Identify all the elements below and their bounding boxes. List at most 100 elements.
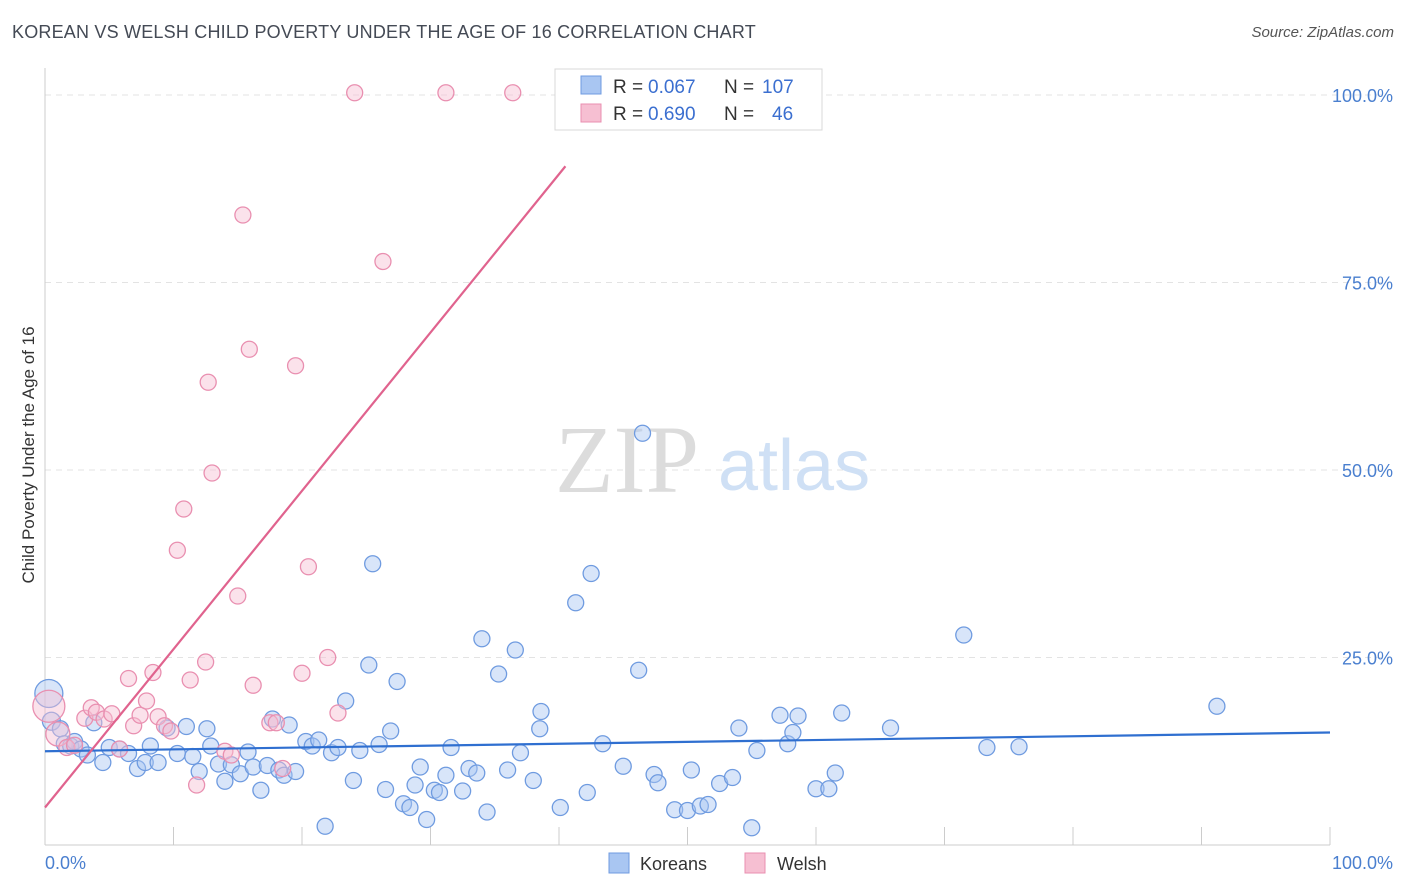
- welsh-n-value: 46: [772, 104, 793, 125]
- welsh-point-41: [437, 84, 455, 102]
- welsh-point-15: [149, 708, 167, 726]
- welsh-point-22: [196, 653, 215, 671]
- korean-point-61: [453, 782, 472, 800]
- welsh-point-26: [222, 746, 240, 764]
- chart-title: KOREAN VS WELSH CHILD POVERTY UNDER THE …: [12, 22, 756, 42]
- korean-point-80: [633, 424, 652, 442]
- welsh-point-17: [162, 722, 180, 740]
- korean-point-21: [190, 762, 208, 781]
- korean-point-20: [184, 747, 202, 766]
- korean-point-103: [978, 738, 996, 757]
- x-tick-label-1: 100.0%: [1332, 853, 1393, 873]
- korean-point-46: [360, 656, 378, 674]
- y-tick-label-3: 100.0%: [1332, 86, 1393, 106]
- korean-point-78: [614, 757, 632, 775]
- welsh-point-0: [32, 689, 66, 723]
- welsh-point-13: [137, 692, 156, 710]
- y-tick-label-0: 25.0%: [1342, 649, 1393, 669]
- korean-point-66: [489, 665, 508, 683]
- welsh-trend-line: [44, 165, 567, 809]
- korean-point-44: [344, 771, 363, 790]
- korean-point-68: [506, 641, 524, 659]
- korean-point-82: [649, 774, 667, 792]
- korean-point-92: [748, 741, 766, 760]
- korean-point-22: [198, 720, 216, 738]
- welsh-point-42: [504, 84, 522, 102]
- korean-point-47: [364, 555, 382, 573]
- korean-point-49: [376, 780, 395, 799]
- bottom-legend: Koreans Welsh: [608, 852, 827, 874]
- y-tick-label-1: 50.0%: [1342, 461, 1393, 481]
- welsh-point-32: [267, 714, 285, 732]
- korean-point-71: [531, 720, 549, 738]
- welsh-point-31: [261, 714, 279, 732]
- korean-point-14: [136, 753, 154, 772]
- korean-point-70: [524, 771, 542, 790]
- welsh-point-12: [131, 706, 149, 724]
- korean-point-45: [351, 741, 369, 760]
- legend-koreans-swatch: [608, 852, 630, 874]
- korean-point-97: [807, 780, 825, 798]
- korean-point-98: [820, 780, 838, 798]
- grid-lines: [45, 94, 1390, 658]
- korean-point-104: [1010, 738, 1028, 756]
- korean-point-25: [216, 772, 234, 790]
- korean-point-36: [286, 762, 305, 781]
- korean-point-84: [678, 801, 697, 820]
- welsh-swatch: [580, 103, 602, 123]
- korean-point-65: [478, 803, 496, 821]
- watermark-zip: ZIP: [555, 406, 699, 513]
- tick-labels: 25.0% 50.0% 75.0% 100.0% 0.0% 100.0%: [45, 86, 1393, 873]
- watermark-atlas: atlas: [718, 426, 870, 506]
- korean-point-38: [303, 737, 321, 755]
- korean-point-54: [406, 776, 424, 794]
- korean-trend-line: [44, 731, 1331, 753]
- welsh-point-40: [374, 252, 392, 271]
- welsh-point-20: [181, 671, 199, 689]
- welsh-point-27: [229, 587, 247, 605]
- korean-point-0: [34, 678, 64, 709]
- korean-point-85: [682, 761, 701, 779]
- korean-point-56: [417, 810, 436, 829]
- korean-point-9: [94, 753, 112, 772]
- korean-point-89: [723, 768, 742, 787]
- korean-point-96: [789, 707, 807, 725]
- korean-point-40: [316, 817, 334, 835]
- legend-welsh-label: Welsh: [777, 854, 827, 874]
- welsh-point-38: [329, 704, 347, 722]
- korean-point-72: [532, 702, 550, 721]
- korean-point-18: [168, 744, 187, 763]
- korean-point-63: [468, 764, 486, 782]
- korean-point-75: [578, 783, 596, 802]
- welsh-point-39: [346, 84, 364, 102]
- legend-koreans-label: Koreans: [640, 854, 707, 874]
- korean-point-102: [955, 626, 973, 644]
- korean-point-50: [382, 722, 400, 740]
- y-tick-label-2: 75.0%: [1342, 274, 1393, 294]
- korean-point-28: [239, 743, 257, 761]
- korean-point-67: [498, 761, 517, 779]
- korean-point-101: [881, 719, 900, 737]
- welsh-point-33: [274, 759, 292, 778]
- korean-point-83: [666, 801, 684, 819]
- korean-point-69: [511, 744, 530, 762]
- x-tick-label-0: 0.0%: [45, 853, 86, 873]
- welsh-point-10: [119, 669, 138, 688]
- welsh-point-11: [125, 717, 143, 735]
- korean-point-59: [437, 766, 455, 784]
- korean-point-79: [630, 661, 648, 679]
- korean-point-15: [141, 737, 160, 755]
- koreans-r-label: R =: [613, 77, 643, 98]
- korean-point-93: [771, 706, 789, 724]
- korean-point-48: [370, 735, 388, 754]
- welsh-point-30: [244, 676, 262, 694]
- welsh-point-37: [319, 648, 337, 667]
- korean-point-76: [582, 564, 600, 583]
- korean-point-16: [149, 753, 167, 772]
- koreans-r-value: 0.067: [648, 77, 696, 98]
- korean-point-74: [567, 594, 585, 612]
- korean-point-105: [1208, 697, 1226, 715]
- legend-welsh-swatch: [744, 852, 766, 874]
- korean-point-73: [551, 798, 569, 817]
- koreans-swatch: [580, 75, 602, 95]
